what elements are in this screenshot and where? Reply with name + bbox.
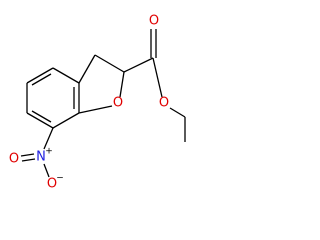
bond	[52, 112, 80, 129]
bond-inner	[31, 73, 52, 86]
bond	[169, 107, 186, 118]
bond	[26, 67, 54, 84]
atom-label: O	[149, 14, 159, 29]
atom-label: N	[36, 150, 46, 165]
bond	[43, 127, 54, 150]
bond	[123, 57, 154, 73]
charge-label: −	[56, 174, 64, 184]
atom-labels: O O O N + O O −	[9, 14, 169, 192]
bond	[152, 57, 163, 98]
page: O O O N + O O − (() => { const data = JS…	[8, 13, 186, 192]
atom-label: O	[9, 152, 19, 167]
atom-label: O	[159, 96, 169, 111]
bond-inner	[31, 110, 52, 123]
bond	[94, 54, 125, 73]
bond	[52, 67, 80, 84]
atom-label: O	[113, 96, 123, 111]
bond	[43, 163, 50, 178]
molecule-diagram: O O O N + O O −	[9, 14, 186, 192]
bond	[78, 54, 96, 84]
bond	[78, 105, 113, 114]
bond	[20, 153, 35, 157]
bond	[21, 158, 36, 162]
bond	[119, 71, 125, 98]
bond	[26, 112, 54, 129]
atom-label: O	[47, 177, 57, 192]
bonds	[20, 29, 186, 178]
charge-label: +	[45, 147, 53, 157]
